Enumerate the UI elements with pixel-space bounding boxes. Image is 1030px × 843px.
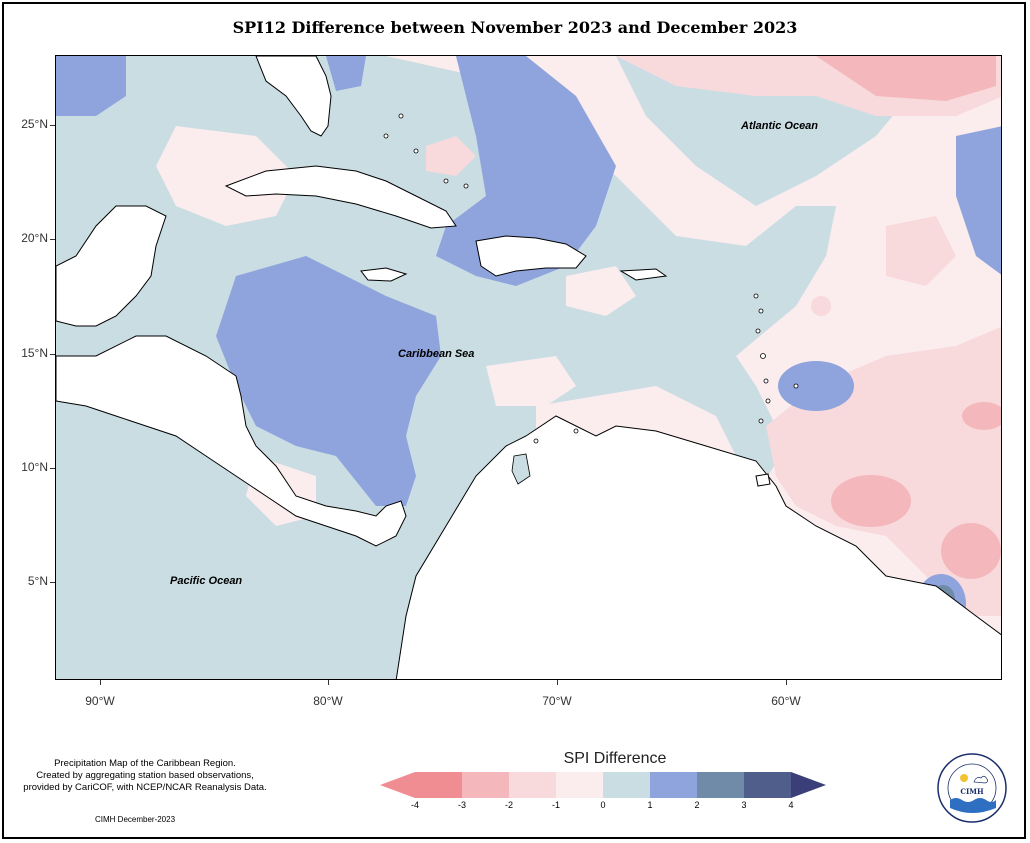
credit-line: provided by CariCOF, with NCEP/NCAR Rean… [23, 782, 267, 793]
spi-map: Atlantic Ocean Caribbean Sea Pacific Oce… [55, 55, 1002, 680]
lon-tick-label: 80°W [313, 694, 343, 708]
legend-tick: -2 [504, 800, 513, 810]
small-islands [383, 113, 799, 444]
lon-tick-mark [328, 680, 329, 685]
cimh-logo: CIMH [937, 753, 1007, 823]
legend-title: SPI Difference [563, 750, 667, 767]
sun-icon [960, 774, 968, 782]
legend-tick: -4 [410, 800, 419, 810]
legend-tick: 0 [600, 800, 606, 810]
lat-tick-label: 5°N [27, 574, 48, 588]
lat-tick-mark [50, 125, 55, 126]
land-masses [56, 56, 1001, 679]
lat-tick-label: 10°N [21, 460, 48, 474]
legend-tick: 1 [647, 800, 653, 810]
lat-tick-label: 20°N [21, 231, 48, 245]
map-title: SPI12 Difference between November 2023 a… [232, 18, 798, 37]
legend-tick: 4 [788, 800, 794, 810]
spi-field [56, 56, 1001, 679]
credit-line: Created by aggregating station based obs… [36, 770, 254, 781]
lat-tick-mark [50, 239, 55, 240]
lon-tick-label: 60°W [771, 694, 801, 708]
lon-tick-mark [786, 680, 787, 685]
field-neg-strong [816, 56, 1001, 579]
atlantic-ocean-label: Atlantic Ocean [741, 120, 819, 132]
legend-arrow-low [380, 772, 415, 798]
legend-tick: -1 [551, 800, 560, 810]
lon-tick-label: 70°W [542, 694, 572, 708]
lake-maracaibo [511, 453, 531, 485]
lat-tick-mark [50, 582, 55, 583]
legend-swatch [556, 772, 603, 798]
legend-arrow-high [791, 772, 826, 798]
legend-swatch [415, 772, 462, 798]
legend-tick: -3 [457, 800, 466, 810]
legend-tick: 3 [741, 800, 747, 810]
logo-abbr: CIMH [960, 787, 984, 796]
lat-tick-mark [50, 468, 55, 469]
caribbean-sea-label: Caribbean Sea [398, 348, 475, 360]
lon-tick-label: 90°W [85, 694, 115, 708]
legend-swatch [744, 772, 791, 798]
legend-swatch [603, 772, 650, 798]
wave-icon [950, 798, 996, 813]
credit-date: CIMH December-2023 [95, 815, 176, 824]
lat-tick-label: 15°N [21, 346, 48, 360]
legend-tick: 2 [694, 800, 700, 810]
credit-text: Precipitation Map of the Caribbean Regio… [0, 758, 290, 794]
legend-swatch [462, 772, 509, 798]
legend-swatch [650, 772, 697, 798]
pacific-ocean-label: Pacific Ocean [170, 575, 243, 587]
legend-swatch [509, 772, 556, 798]
legend-swatch [697, 772, 744, 798]
lat-tick-mark [50, 354, 55, 355]
credit-line: Precipitation Map of the Caribbean Regio… [54, 758, 236, 769]
lon-tick-mark [557, 680, 558, 685]
lat-tick-label: 25°N [21, 117, 48, 131]
lon-tick-mark [100, 680, 101, 685]
cloud-icon [973, 775, 989, 784]
color-legend-bar [380, 772, 826, 798]
